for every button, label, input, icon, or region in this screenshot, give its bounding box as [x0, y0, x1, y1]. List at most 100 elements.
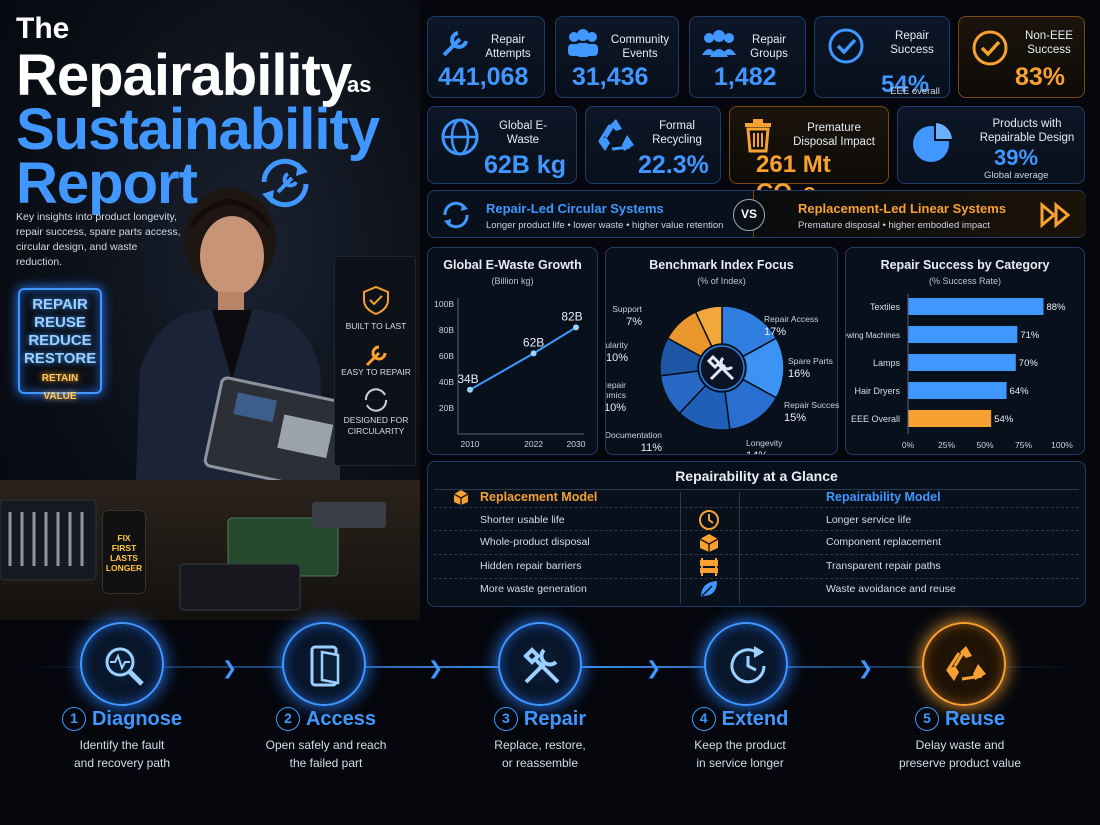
title-line-2: Repairability	[16, 43, 352, 108]
stat-card-repair-attempts: Repair Attempts 441,068	[427, 16, 545, 98]
box-icon	[453, 490, 469, 505]
sign-item: BUILT TO LAST	[345, 321, 407, 331]
slice-label: Documentation	[606, 430, 662, 440]
glance-left-cell: Shorter usable life	[480, 514, 565, 526]
magnifier-pulse-icon	[105, 647, 144, 686]
stat-value: 54%	[881, 71, 930, 98]
x-tick-label: 2022	[524, 439, 543, 449]
slice-label: RepairEconomics	[606, 380, 626, 400]
neon-tag: RETAIN VALUE	[41, 373, 79, 402]
title-line-4: Report	[16, 151, 198, 216]
stat-label: Repair Attempts	[485, 34, 531, 60]
step-description: Keep the product in service longer	[640, 736, 840, 772]
glance-right-cell: Transparent repair paths	[826, 560, 941, 572]
y-tick-label: 100B	[434, 299, 454, 309]
step-title: Reuse	[944, 708, 1006, 730]
step-desc-line: the failed part	[289, 756, 363, 770]
donut-chart-panel: Benchmark Index Focus (% of Index) Repai…	[605, 247, 839, 455]
banner-right-sub: Premature disposal • higher embodied imp…	[798, 220, 990, 231]
step-desc-line: Identify the fault	[79, 738, 165, 752]
stat-card-non-eee-success: Non-EEE Success 83%	[958, 16, 1085, 98]
chart-subtitle: (% Success Rate)	[928, 276, 1002, 286]
neon-word: REDUCE	[28, 332, 92, 349]
chevron-right-icon: ❯	[858, 658, 874, 678]
shield-check-icon	[363, 285, 389, 315]
glance-right-cell: Waste avoidance and reuse	[826, 583, 956, 595]
slice-label: Spare Parts	[788, 356, 833, 366]
vs-badge: VS	[733, 199, 765, 231]
step-description: Open safely and reach the failed part	[226, 736, 426, 772]
can-text: FIX	[117, 533, 131, 543]
bar-value-label: 88%	[1047, 302, 1067, 313]
tools-on-bench	[0, 499, 386, 611]
glance-right-cell: Component replacement	[826, 536, 941, 548]
step-desc-line: Delay waste and	[915, 738, 1005, 752]
stat-value: 1,482	[714, 63, 777, 91]
bar-value-label: 70%	[1019, 358, 1039, 369]
bar-chart-panel: Repair Success by Category (% Success Ra…	[845, 247, 1085, 455]
e-waste-line-chart: 20B 40B 60B 80B 100B 2010 2022 2030 34B 62B 82B	[434, 298, 586, 449]
stat-label: Global E-Waste	[499, 120, 547, 146]
check-circle-icon	[972, 30, 1008, 66]
stat-card-repairable-design: Products with Repairable Design 39% Glob…	[897, 106, 1085, 184]
workbench	[0, 480, 420, 620]
title-as: as	[347, 72, 372, 97]
data-point	[573, 324, 579, 331]
banner-right-title: Replacement-Led Linear Systems	[798, 201, 1007, 216]
step-ring	[922, 622, 1006, 706]
slice-value: 16%	[788, 368, 810, 380]
hero-panel: The Repairability as Sustainability Repo…	[0, 0, 420, 620]
slice-value: 7%	[626, 316, 642, 328]
title-line-3: Sustainability	[16, 97, 380, 162]
line-chart-panel: Global E-Waste Growth (Billion kg) 20B 40…	[427, 247, 598, 455]
benchmark-donut-chart: Repair Access 17% Spare Parts 16% Repair Suc…	[606, 304, 839, 454]
fast-forward-icon	[1040, 201, 1071, 229]
y-tick-label: 20B	[439, 403, 454, 413]
category-label: Sewing Machines	[846, 331, 900, 340]
chevron-right-icon: ❯	[428, 658, 444, 678]
data-point	[467, 386, 473, 393]
groups-icon	[702, 30, 736, 57]
pie-icon	[913, 120, 955, 162]
glance-right-header: Repairability Model	[826, 490, 941, 504]
glance-left-header: Replacement Model	[480, 490, 598, 504]
slice-label: Repair Access	[764, 314, 818, 324]
fix-first-can: FIX FIRST LASTS LONGER	[102, 510, 146, 594]
banner-left-sub: Longer product life • lower waste • high…	[486, 220, 724, 231]
check-circle-icon	[828, 28, 864, 64]
category-label: Textiles	[870, 302, 901, 312]
repair-cycle-icon	[261, 158, 309, 208]
step-name: 5 Reuse	[860, 707, 1060, 731]
bar-value-label: 64%	[1010, 386, 1030, 397]
category-label: Hair Dryers	[854, 386, 900, 396]
repair-success-bar-chart: Textiles 88% Sewing Machines 71% Lamps 70% Hai…	[846, 294, 1073, 450]
clock-arrow-icon	[730, 646, 766, 684]
step-desc-line: Keep the product	[694, 738, 786, 752]
chart-title: Benchmark Index Focus	[649, 258, 794, 272]
can-text: LONGER	[105, 563, 143, 573]
sign-item: DESIGNED FOR CIRCULARITY	[343, 415, 409, 436]
stat-value: 31,436	[572, 63, 649, 91]
can-text: FIRST	[111, 543, 137, 553]
bar-value-label: 54%	[994, 414, 1014, 425]
step-desc-line: preserve product value	[898, 756, 1022, 770]
slice-value: 14%	[746, 450, 768, 454]
glance-table: Repairability at a Glance Replacement Mo…	[427, 461, 1086, 607]
chart-subtitle: (% of Index)	[697, 276, 746, 286]
info-sign: BUILT TO LAST EASY TO REPAIR DESIGNED FO…	[334, 256, 416, 466]
chart-title: Global E-Waste Growth	[443, 258, 582, 272]
glance-left-cell: Hidden repair barriers	[480, 560, 582, 572]
data-label: 34B	[457, 372, 478, 386]
stat-value: 441,068	[438, 63, 529, 91]
wrench-icon	[365, 345, 387, 367]
chart-subtitle: (Billion kg)	[491, 276, 534, 286]
banner-left-title: Repair-Led Circular Systems	[486, 201, 664, 216]
data-label: 82B	[561, 309, 582, 323]
stat-card-premature-disposal: Premature Disposal Impact 261 Mt CO₂e	[729, 106, 889, 206]
slice-label-line: Repair	[606, 380, 626, 390]
stat-value: 39%	[994, 145, 1039, 170]
stat-note: EEE overall	[890, 86, 940, 97]
sign-item: EASY TO REPAIR	[341, 367, 411, 377]
stat-card-formal-recycling: Formal Recycling 22.3%	[585, 106, 721, 184]
stat-label: Products with Repairable Design	[979, 118, 1075, 144]
